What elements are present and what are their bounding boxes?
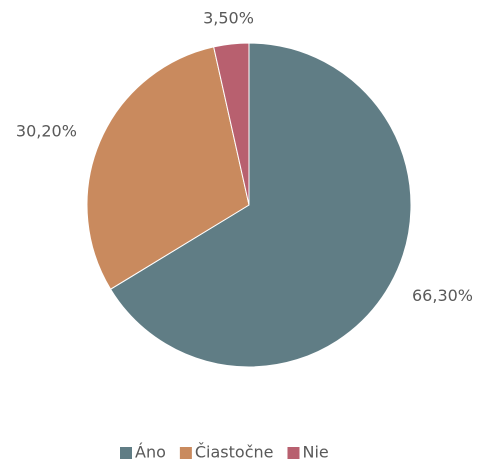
legend-label: Áno xyxy=(135,443,166,462)
legend-label: Nie xyxy=(302,443,328,462)
pie-slice xyxy=(86,46,250,290)
pie-slice xyxy=(109,42,412,368)
legend-swatch xyxy=(287,447,300,459)
legend-swatch xyxy=(179,447,192,459)
data-label: 30,20% xyxy=(16,121,77,140)
legend-label: Čiastočne xyxy=(195,443,274,462)
data-label: 3,50% xyxy=(203,9,254,28)
pie-slice xyxy=(213,42,250,206)
legend-swatch xyxy=(120,447,132,459)
data-label: 66,30% xyxy=(412,286,473,305)
